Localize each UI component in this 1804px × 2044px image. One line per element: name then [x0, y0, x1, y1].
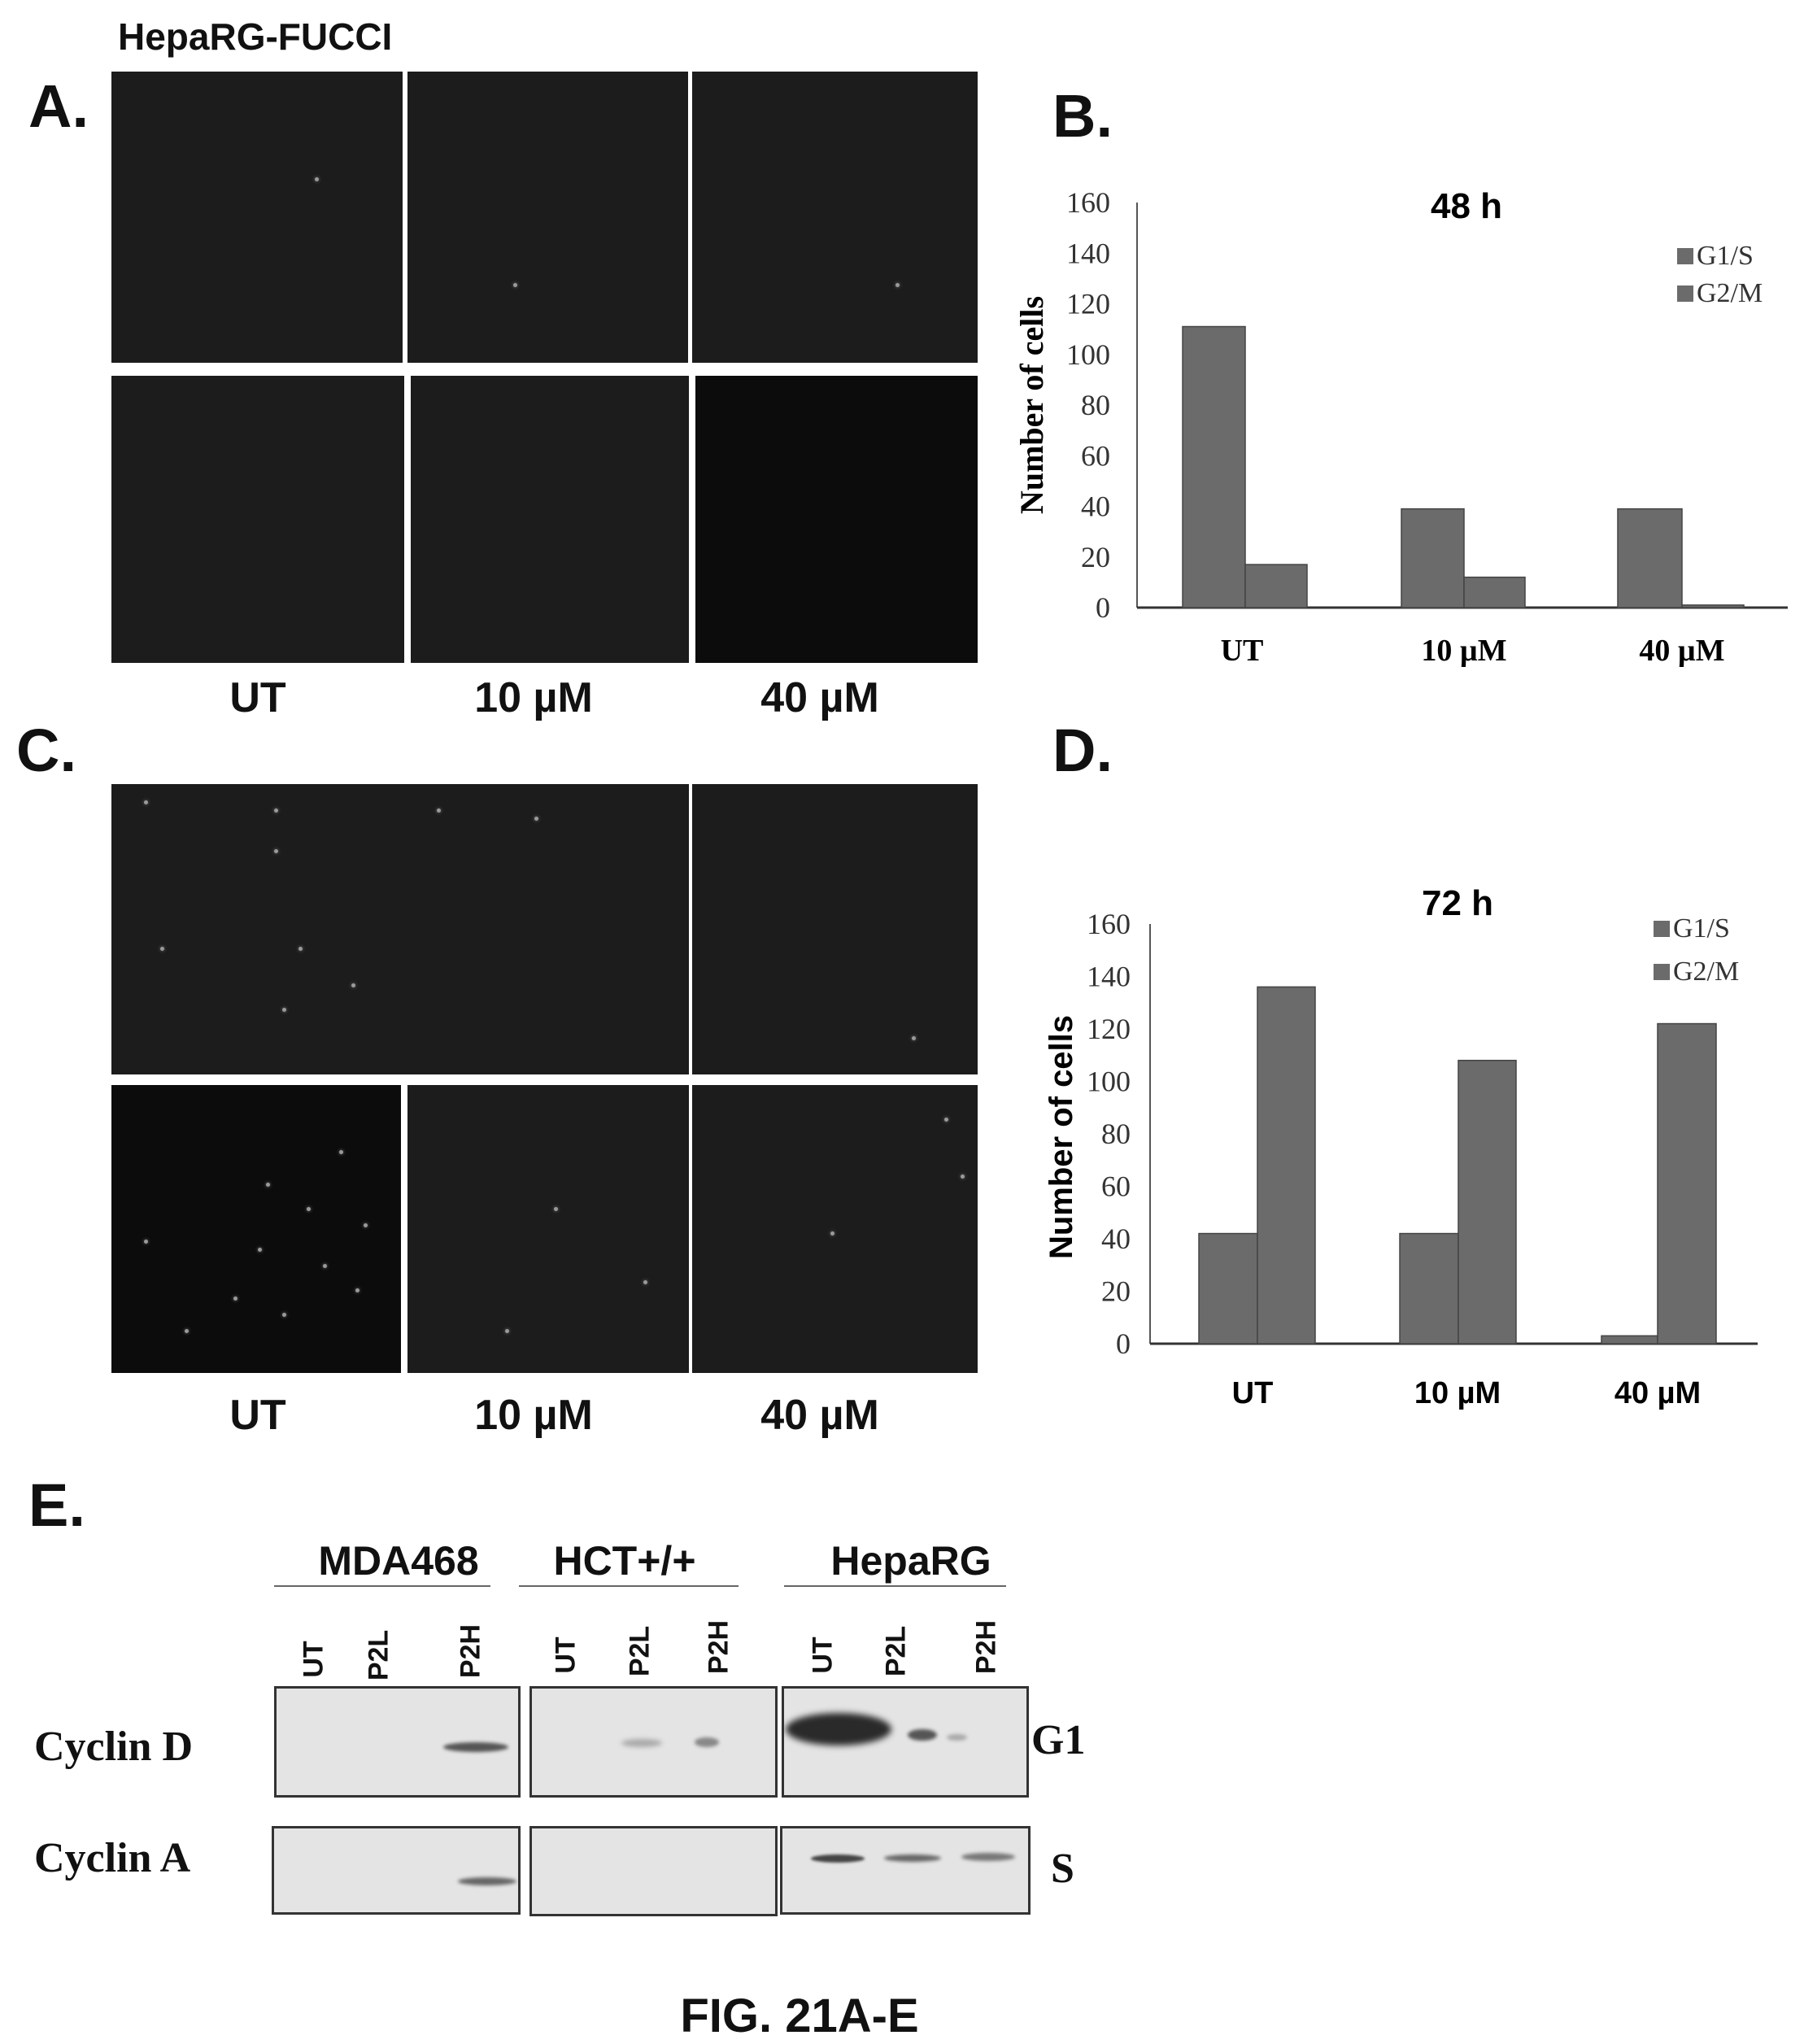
- legend-label: G2/M: [1697, 278, 1763, 308]
- bar-g1s-1: [1401, 508, 1465, 608]
- x-tick-label: 10 µM: [1421, 634, 1506, 668]
- y-tick-label: 160: [1087, 908, 1131, 940]
- micrograph-c-top-40um: [692, 784, 978, 1074]
- bar-g2m-2: [1681, 604, 1745, 608]
- micrograph-a-bottom-ut: [111, 376, 404, 663]
- figure-label: FIG. 21A-E: [680, 1990, 919, 2042]
- blot-cyclin-d-mda468: [274, 1686, 521, 1798]
- bar-g2m-1: [1458, 1059, 1517, 1345]
- legend-swatch: [1654, 921, 1670, 937]
- y-tick-label: 120: [1087, 1013, 1131, 1045]
- micrograph-a-top-10um: [407, 72, 688, 363]
- micrograph-c-bottom-40um: [692, 1085, 978, 1373]
- condition-label-a-ut: UT: [229, 674, 286, 721]
- bar-g1s-1: [1399, 1232, 1459, 1345]
- condition-label-a-10um: 10 µM: [474, 674, 593, 721]
- chart-48h: 0 20 40 60 80 100 120 140 160 Number of cells 48 h…: [1013, 186, 1788, 668]
- legend-label: G1/S: [1697, 241, 1754, 271]
- chart-title: 48 h: [1431, 186, 1502, 226]
- y-tick-label: 40: [1081, 490, 1110, 523]
- blot-cyclin-d-hct: [529, 1686, 778, 1798]
- condition-label-c-10um: 10 µM: [474, 1392, 593, 1439]
- underline-mda468: [274, 1585, 490, 1587]
- cell-line-heparg: HepaRG: [830, 1538, 991, 1584]
- micrograph-a-top-ut: [111, 72, 403, 363]
- cell-line-mda468: MDA468: [318, 1538, 479, 1584]
- panel-label-d: D.: [1052, 717, 1113, 784]
- y-tick-label: 60: [1081, 439, 1110, 472]
- blot-cyclin-a-mda468: [272, 1826, 521, 1915]
- legend-label: G2/M: [1673, 957, 1739, 987]
- chart-72h: 0 20 40 60 80 100 120 140 160 Number of cells 72 h…: [1044, 883, 1758, 1410]
- underline-hct: [519, 1585, 739, 1587]
- blot-cyclin-a-hct: [529, 1826, 778, 1916]
- lane-heparg-p2h: P2H: [970, 1619, 1002, 1675]
- bar-g2m-1: [1463, 576, 1526, 608]
- lane-hct-ut: UT: [550, 1637, 582, 1674]
- y-tick-label: 80: [1101, 1118, 1131, 1150]
- bar-g1s-2: [1601, 1335, 1658, 1345]
- y-tick-label: 140: [1087, 961, 1131, 993]
- y-tick-label: 20: [1081, 541, 1110, 573]
- blot-cyclin-a-heparg: [780, 1826, 1031, 1915]
- micrograph-c-top-ut-10um: [111, 784, 689, 1074]
- phase-label-s: S: [1051, 1846, 1074, 1892]
- lane-mda468-ut: UT: [298, 1641, 329, 1678]
- condition-label-c-40um: 40 µM: [760, 1392, 879, 1439]
- x-tick-label: 40 µM: [1639, 634, 1724, 668]
- condition-label-a-40um: 40 µM: [760, 674, 879, 721]
- lane-hct-p2h: P2H: [703, 1619, 734, 1675]
- y-axis-title: Number of cells: [1044, 1015, 1079, 1259]
- y-axis-title: Number of cells: [1013, 296, 1050, 514]
- legend-swatch: [1677, 248, 1693, 264]
- bar-g1s-0: [1182, 325, 1246, 608]
- micrograph-a-top-40um: [692, 72, 978, 363]
- y-tick-label: 160: [1066, 186, 1110, 219]
- y-tick-label: 140: [1066, 237, 1110, 269]
- x-tick-label: 40 µM: [1614, 1376, 1701, 1410]
- micrograph-a-bottom-10um: [411, 376, 689, 663]
- underline-heparg: [784, 1585, 1006, 1587]
- x-tick-label: UT: [1221, 634, 1264, 668]
- micrograph-a-bottom-40um: [695, 376, 978, 663]
- y-tick-label: 40: [1101, 1222, 1131, 1255]
- bar-g1s-2: [1617, 508, 1683, 608]
- y-tick-label: 100: [1087, 1066, 1131, 1098]
- y-tick-label: 0: [1116, 1327, 1131, 1360]
- row-label-cyclin-a: Cyclin A: [34, 1835, 191, 1881]
- figure-header: HepaRG-FUCCI: [118, 15, 393, 58]
- panel-label-a: A.: [28, 72, 89, 140]
- y-tick-label: 0: [1096, 591, 1110, 624]
- lane-heparg-p2l: P2L: [880, 1625, 912, 1677]
- y-tick-label: 120: [1066, 288, 1110, 320]
- y-tick-label: 20: [1101, 1275, 1131, 1308]
- panel-label-b: B.: [1052, 82, 1113, 150]
- panel-label-c: C.: [16, 717, 76, 784]
- phase-label-g1: G1: [1031, 1717, 1086, 1763]
- bar-g1s-0: [1198, 1232, 1258, 1345]
- lane-heparg-ut: UT: [807, 1637, 839, 1674]
- bar-g2m-2: [1657, 1022, 1717, 1345]
- x-tick-label: 10 µM: [1414, 1376, 1501, 1410]
- lane-mda468-p2h: P2H: [455, 1623, 486, 1679]
- micrograph-c-bottom-ut: [111, 1085, 401, 1373]
- micrograph-c-bottom-10um: [407, 1085, 689, 1373]
- chart-title: 72 h: [1422, 883, 1493, 923]
- blot-cyclin-d-heparg: [782, 1686, 1029, 1798]
- lane-hct-p2l: P2L: [624, 1625, 656, 1677]
- y-tick-label: 80: [1081, 389, 1110, 421]
- condition-label-c-ut: UT: [229, 1392, 286, 1439]
- bar-g2m-0: [1244, 564, 1308, 608]
- row-label-cyclin-d: Cyclin D: [34, 1724, 193, 1770]
- y-tick-label: 60: [1101, 1170, 1131, 1203]
- legend-swatch: [1677, 285, 1693, 302]
- bar-g2m-0: [1257, 986, 1316, 1345]
- x-tick-label: UT: [1232, 1376, 1274, 1410]
- panel-label-e: E.: [28, 1471, 85, 1539]
- y-tick-label: 100: [1066, 338, 1110, 371]
- lane-mda468-p2l: P2L: [363, 1629, 394, 1681]
- legend-label: G1/S: [1673, 913, 1730, 944]
- legend-swatch: [1654, 964, 1670, 980]
- cell-line-hct: HCT+/+: [553, 1538, 696, 1584]
